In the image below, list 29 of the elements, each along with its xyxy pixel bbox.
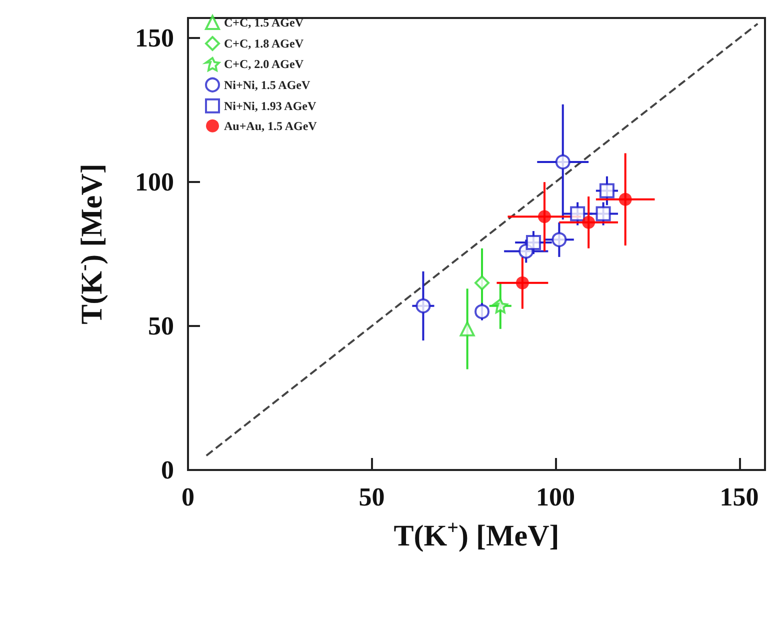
point (474, 304, 490, 320)
y-axis-title: T(K-) [MeV] (73, 164, 108, 324)
point (618, 192, 632, 206)
x-tick-label: 150 (720, 482, 759, 512)
point (474, 275, 490, 290)
point (552, 232, 567, 248)
y-tick-label: 0 (161, 456, 174, 484)
x-tick-label: 100 (536, 482, 576, 512)
legend-label: Au+Au, 1.5 AGeV (224, 118, 318, 133)
x-tick-label: 0 (182, 482, 194, 512)
legend-label: Ni+Ni, 1.5 AGeV (224, 78, 310, 92)
point (538, 210, 551, 224)
legend-label: Ni+Ni, 1.93 AGeV (224, 98, 316, 113)
point (582, 216, 596, 229)
y-tick-label: 150 (135, 24, 174, 53)
point (570, 206, 586, 222)
point (460, 321, 475, 336)
point (416, 298, 431, 314)
legend-label: C+C, 2.0 AGeV (224, 57, 304, 72)
point (516, 276, 529, 290)
y-tick-label: 50 (148, 312, 174, 341)
legend-label: C+C, 1.8 AGeV (224, 36, 304, 50)
point (526, 235, 541, 250)
x-tick-label: 50 (358, 482, 385, 512)
point (596, 206, 611, 222)
y-tick-label: 100 (135, 168, 174, 197)
point (599, 183, 614, 198)
point (555, 154, 570, 170)
x-axis-title: T(K+) [MeV] (394, 517, 560, 552)
